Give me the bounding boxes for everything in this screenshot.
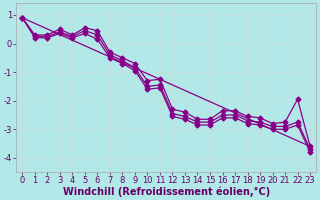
X-axis label: Windchill (Refroidissement éolien,°C): Windchill (Refroidissement éolien,°C)	[63, 186, 270, 197]
